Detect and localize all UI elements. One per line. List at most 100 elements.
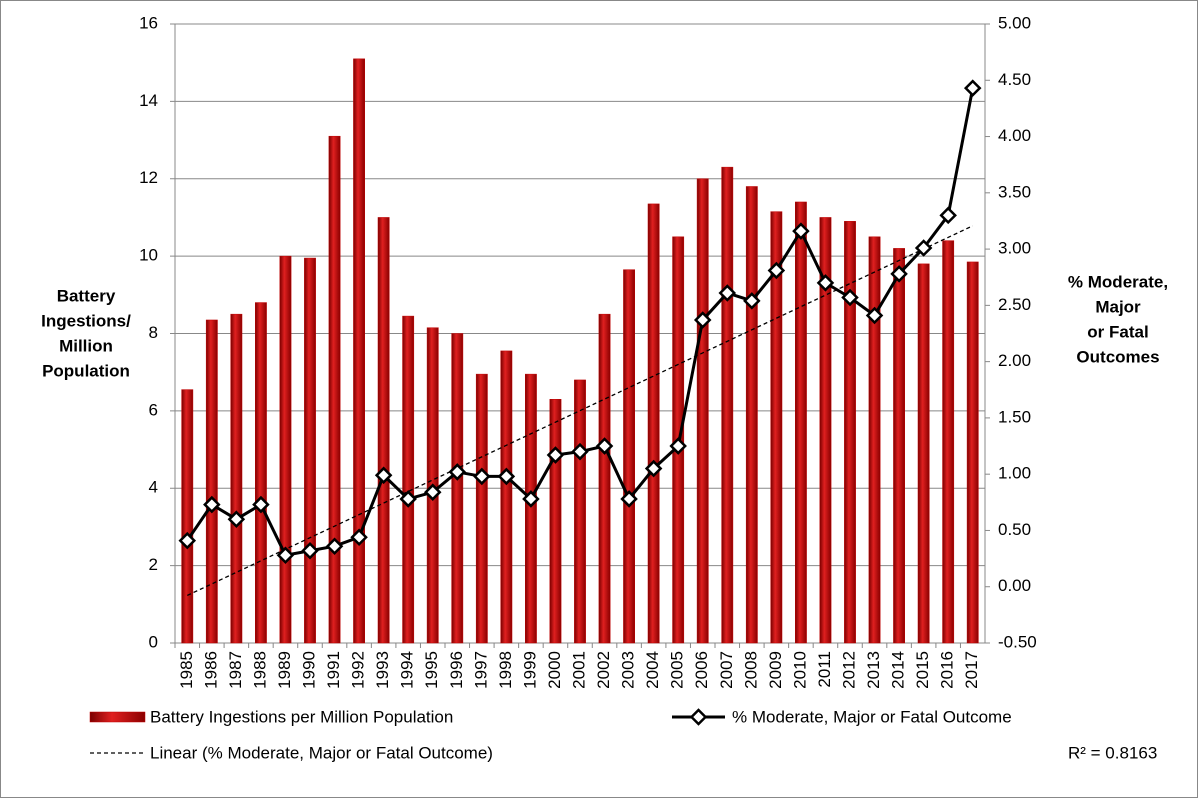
x-tick-label: 1989	[275, 651, 294, 689]
line-marker	[693, 311, 712, 329]
y-tick-label: 2	[149, 555, 158, 574]
x-tick-label: 1996	[447, 651, 466, 689]
bar	[844, 221, 856, 644]
x-tick-label: 1997	[471, 651, 490, 689]
y2-tick-label: 4.50	[998, 70, 1031, 89]
y2-tick-label: 4.00	[998, 126, 1031, 145]
y2-tick-label: 2.00	[998, 351, 1031, 370]
bar	[574, 379, 586, 644]
x-tick-label: 2014	[889, 651, 908, 689]
bar	[598, 313, 611, 644]
x-tick-label: 2003	[619, 651, 638, 689]
bar	[230, 313, 243, 644]
line-marker	[374, 466, 393, 485]
y-tick-label: 8	[149, 323, 158, 342]
x-tick-label: 2011	[815, 651, 834, 688]
line-marker	[350, 528, 368, 546]
bar	[304, 257, 316, 644]
y2-tick-label: 1.00	[998, 464, 1031, 483]
x-tick-label: 1991	[324, 651, 343, 689]
bar	[255, 302, 267, 644]
y2-tick-label: 5.00	[998, 13, 1031, 32]
x-tick-label: 1985	[177, 651, 196, 689]
x-tick-label: 2004	[643, 651, 662, 689]
line-marker	[571, 442, 589, 461]
legend-label: % Moderate, Major or Fatal Outcome	[732, 707, 1012, 726]
line-marker	[644, 459, 663, 478]
bar	[549, 399, 562, 644]
line-marker	[252, 495, 270, 514]
x-tick-label: 2012	[839, 651, 858, 689]
bar	[770, 211, 783, 644]
bar	[377, 217, 390, 644]
bar	[353, 58, 365, 644]
line-marker	[448, 463, 467, 481]
x-tick-label: 2015	[913, 651, 932, 689]
legend-label: Linear (% Moderate, Major or Fatal Outco…	[150, 743, 493, 762]
y2-tick-label: 1.50	[998, 407, 1031, 426]
y2-axis-title: or Fatal	[1087, 322, 1148, 341]
bar	[868, 236, 881, 644]
y2-tick-label: 3.00	[998, 239, 1031, 258]
y2-axis-title: Major	[1095, 297, 1141, 316]
bar	[279, 255, 292, 644]
bar	[402, 315, 415, 644]
bar	[917, 263, 930, 644]
line-marker	[497, 467, 516, 486]
y-tick-label: 12	[139, 168, 158, 187]
bar	[745, 186, 758, 644]
line-marker	[792, 222, 810, 240]
line-marker	[939, 206, 957, 225]
line-marker	[473, 467, 491, 486]
bar	[181, 389, 194, 644]
y-tick-label: 10	[139, 246, 158, 265]
y-tick-label: 16	[139, 13, 158, 32]
y-axis-title: Battery	[57, 286, 116, 305]
line-marker	[595, 437, 614, 455]
line-marker	[522, 490, 540, 508]
bar	[893, 248, 905, 644]
bar	[819, 217, 832, 644]
x-tick-label: 2005	[668, 651, 687, 689]
line-marker	[743, 292, 761, 310]
bar	[721, 166, 734, 644]
y-tick-label: 4	[149, 478, 158, 497]
legend-swatch	[689, 708, 708, 726]
y2-tick-label: 0.00	[998, 576, 1031, 595]
x-tick-label: 1993	[373, 651, 392, 689]
x-tick-label: 2016	[938, 651, 957, 689]
y-tick-label: 6	[149, 400, 158, 419]
line-marker	[963, 79, 982, 97]
line-marker	[301, 541, 319, 560]
bar	[525, 373, 537, 644]
line-marker	[203, 495, 221, 514]
bar	[451, 333, 464, 644]
x-tick-label: 1992	[349, 651, 368, 689]
y2-axis-title: % Moderate,	[1068, 272, 1168, 291]
legend-label: Battery Ingestions per Million Populatio…	[150, 707, 453, 726]
bar	[942, 240, 955, 644]
line-marker	[718, 284, 737, 302]
x-tick-label: 2008	[741, 651, 760, 689]
line-marker	[914, 239, 933, 257]
x-tick-label: 1994	[398, 651, 417, 689]
line-marker	[325, 537, 344, 555]
y-tick-label: 0	[149, 632, 158, 651]
bar	[205, 319, 218, 644]
bar	[328, 135, 341, 644]
y2-tick-label: -0.50	[998, 632, 1037, 651]
line-marker	[276, 546, 295, 564]
x-tick-label: 1987	[226, 651, 245, 689]
y2-tick-label: 2.50	[998, 295, 1031, 314]
x-tick-label: 1999	[520, 651, 539, 689]
line-marker	[423, 483, 442, 501]
x-tick-label: 2006	[692, 651, 711, 689]
bar	[500, 350, 513, 644]
y-axis-title: Million	[59, 336, 113, 355]
line-marker	[227, 510, 246, 528]
x-tick-label: 1995	[422, 651, 441, 689]
x-tick-label: 1998	[496, 651, 515, 689]
x-tick-label: 2007	[717, 651, 736, 689]
line-marker	[816, 274, 835, 292]
